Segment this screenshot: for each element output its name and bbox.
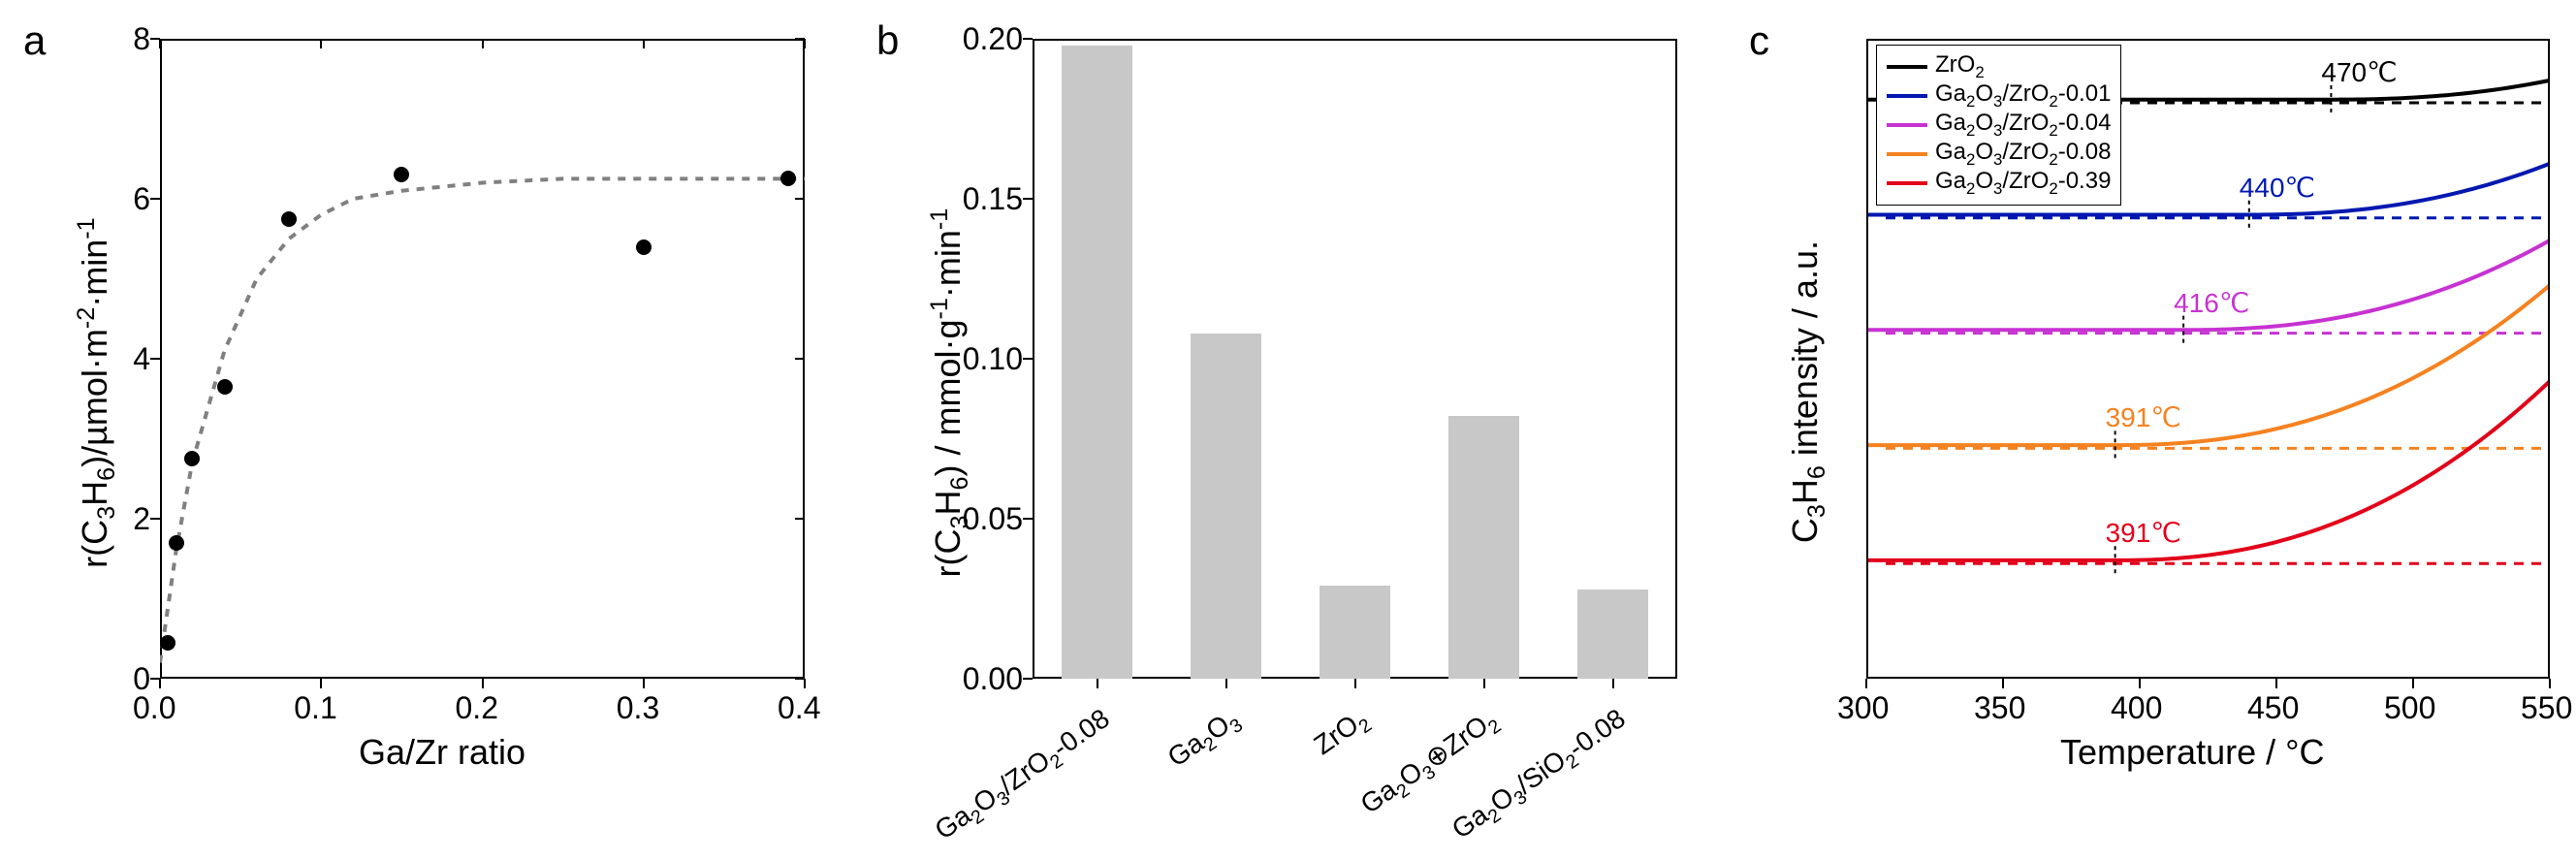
legend-item: Ga2O3/ZrO2-0.04 — [1887, 111, 2111, 139]
panel-a-ylabel: r(C3H6)/µmol·m-2·min-1 — [73, 102, 121, 684]
panel-a-plot: 0.00.10.20.30.402468 — [160, 39, 805, 679]
onset-annotation: 391℃ — [2106, 401, 2181, 433]
panel-letter-c: c — [1749, 17, 1769, 64]
legend-item: Ga2O3/ZrO2-0.39 — [1887, 170, 2111, 197]
onset-annotation: 470℃ — [2321, 56, 2397, 88]
bar — [1448, 416, 1519, 679]
data-point — [394, 167, 409, 182]
bar-category-label: Ga2O3/ZrO2-0.08 — [929, 703, 1118, 850]
data-point — [780, 171, 796, 186]
data-point — [184, 451, 200, 466]
panel-b-plot: 0.000.050.100.150.20 — [1033, 39, 1677, 679]
data-point — [636, 239, 652, 255]
onset-annotation: 416℃ — [2174, 287, 2249, 319]
bar — [1320, 586, 1390, 679]
legend-item: Ga2O3/ZrO2-0.08 — [1887, 141, 2111, 168]
bar — [1191, 334, 1261, 679]
panel-c-legend: ZrO2Ga2O3/ZrO2-0.01Ga2O3/ZrO2-0.04Ga2O3/… — [1876, 45, 2121, 206]
bar — [1577, 589, 1648, 679]
panel-letter-a: a — [23, 17, 46, 64]
panel-a: a r(C3H6)/µmol·m-2·min-1 0.00.10.20.30.4… — [10, 10, 834, 850]
data-point — [217, 379, 233, 395]
panel-letter-b: b — [876, 17, 899, 64]
onset-annotation: 391℃ — [2106, 517, 2181, 549]
panel-b: b r(C3H6) / mmol·g-1·min-1 0.000.050.100… — [863, 10, 1706, 850]
figure-row: a r(C3H6)/µmol·m-2·min-1 0.00.10.20.30.4… — [10, 10, 2576, 850]
panel-c: c C3H6 intensity / a.u. 3003504004505005… — [1735, 10, 2576, 850]
bar-category-label: Ga2O3 — [1161, 703, 1247, 778]
panel-c-ylabel: C3H6 intensity / a.u. — [1785, 101, 1831, 683]
panel-c-xlabel: Temperature / °C — [2060, 732, 2325, 773]
legend-item: Ga2O3/ZrO2-0.01 — [1887, 82, 2111, 110]
data-point — [160, 635, 175, 651]
data-point — [169, 535, 184, 551]
bar — [1062, 46, 1132, 679]
onset-annotation: 440℃ — [2240, 172, 2315, 204]
legend-item: ZrO2 — [1887, 53, 2111, 80]
bar-category-label: ZrO2 — [1308, 703, 1376, 766]
data-point — [281, 211, 297, 227]
panel-a-xlabel: Ga/Zr ratio — [359, 732, 525, 773]
